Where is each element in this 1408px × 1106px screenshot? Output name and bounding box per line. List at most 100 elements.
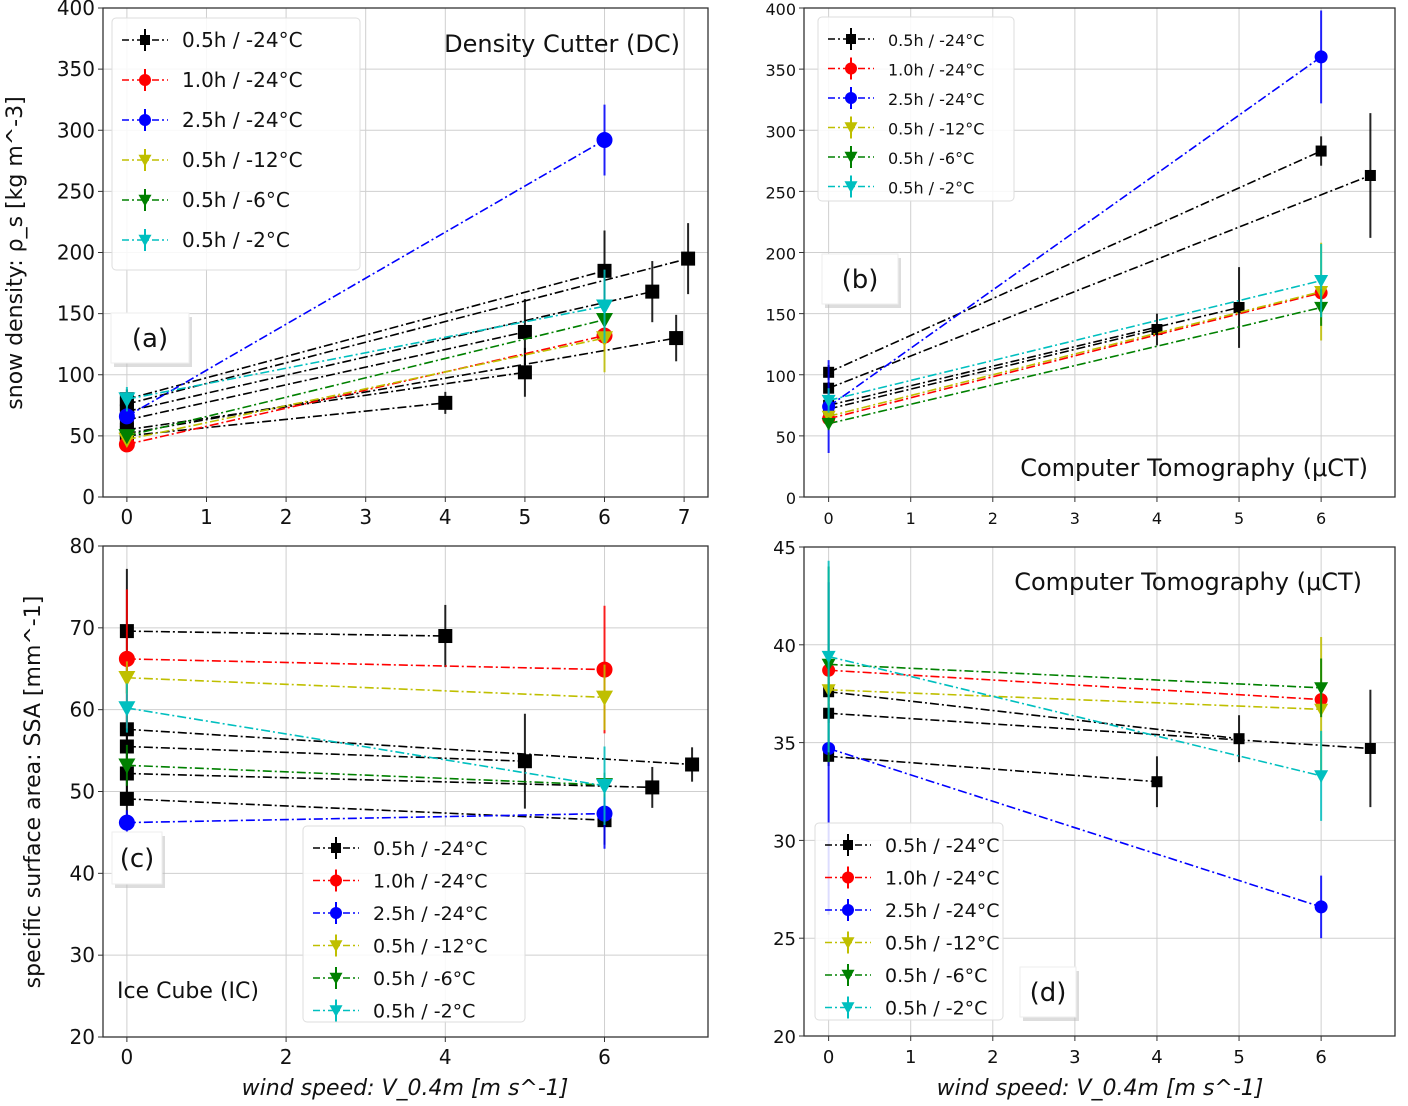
data-point	[118, 650, 135, 667]
legend-item: 1.0h / -24°C	[828, 57, 984, 80]
x-tick-label: 5	[1234, 509, 1244, 528]
legend-item: 2.5h / -24°C	[828, 87, 984, 109]
legend-label: 0.5h / -6°C	[182, 188, 290, 212]
y-tick-label: 25	[773, 929, 796, 950]
y-tick-label: 350	[57, 57, 95, 81]
data-point	[118, 670, 136, 687]
data-point	[1314, 900, 1328, 914]
legend-item: 0.5h / -24°C	[825, 834, 1000, 857]
x-tick-label: 5	[519, 505, 532, 529]
series-c2_05	[821, 560, 1329, 821]
data-point	[118, 701, 136, 717]
panel-b: 0 1 2 3 4 5 6 0 50 100 150 200 250 300 350 400 Computer …	[765, 0, 1396, 528]
legend-marker	[842, 871, 854, 884]
y-tick-label: 0	[786, 489, 796, 508]
legend-item: 2.5h / -24°C	[122, 108, 303, 132]
legend-item: 0.5h / -6°C	[122, 188, 290, 212]
data-point	[438, 629, 453, 644]
x-tick-label: 0	[824, 509, 834, 528]
data-point	[821, 418, 836, 431]
data-point	[118, 408, 135, 425]
data-point	[517, 754, 532, 769]
data-point	[438, 395, 453, 410]
panel-label-box	[821, 253, 899, 305]
x-axis-label-c: wind speed: V_0.4m [m s^-1]	[242, 1076, 569, 1101]
data-point	[1151, 324, 1163, 336]
y-tick-label: 250	[765, 183, 796, 202]
legend-box	[111, 17, 361, 271]
x-tick-label: 1	[906, 509, 916, 528]
legend-item: 0.5h / -6°C	[825, 964, 987, 987]
series-line	[126, 676, 605, 699]
legend-item: 0.5h / -2°C	[825, 996, 987, 1020]
legend-item: 1.0h / -24°C	[122, 68, 303, 92]
panel-a: 0 1 2 3 4 5 6 7 0 50 100 150 200 250 300 350 400 Density …	[57, 0, 709, 529]
series-k24_05	[823, 689, 1376, 808]
series-line	[828, 688, 1322, 711]
legend-label: 0.5h / -24°C	[373, 838, 488, 860]
series-c2_05	[821, 243, 1329, 413]
series-line	[126, 798, 605, 821]
legend-marker	[330, 874, 342, 887]
legend-item: 1.0h / -24°C	[313, 869, 488, 893]
y-tick-label: 50	[70, 780, 95, 804]
data-point	[1364, 742, 1376, 754]
legend-marker	[139, 114, 151, 126]
legend-marker	[138, 234, 152, 247]
y-tick-label: 100	[765, 367, 796, 386]
y-tick-label: 50	[70, 424, 95, 448]
legend-label: 0.5h / -24°C	[885, 835, 1000, 857]
legend-label: 2.5h / -24°C	[885, 900, 1000, 922]
legend-label: 2.5h / -24°C	[182, 108, 303, 132]
legend-marker	[331, 843, 341, 853]
legend-box	[814, 822, 1004, 1021]
method-annotation: Density Cutter (DC)	[444, 30, 680, 58]
x-tick-label: 6	[598, 505, 611, 529]
series-line	[828, 56, 1322, 408]
series-k24_05	[119, 713, 532, 809]
x-tick-label: 2	[988, 509, 998, 528]
series-line	[126, 764, 605, 786]
data-point	[517, 324, 532, 339]
method-annotation: Computer Tomography (μCT)	[1020, 454, 1368, 482]
y-tick-label: 45	[773, 538, 796, 559]
y-tick-label: 70	[70, 616, 95, 640]
series-line	[126, 707, 605, 787]
series-g6_05	[118, 744, 614, 798]
data-point	[821, 394, 836, 408]
legend-label: 1.0h / -24°C	[182, 68, 303, 92]
data-point	[1314, 682, 1329, 695]
legend-label: 2.5h / -24°C	[888, 90, 984, 109]
series-line	[126, 630, 446, 637]
y-axis-label-ssa: specific surface area: SSA [mm^-1]	[21, 596, 46, 989]
series-line	[126, 305, 605, 400]
x-tick-label: 7	[678, 505, 691, 529]
legend-marker	[844, 151, 858, 164]
series-line	[828, 150, 1322, 374]
data-point	[596, 299, 614, 315]
y-tick-label: 250	[57, 179, 95, 203]
legend-label: 0.5h / -2°C	[888, 179, 974, 198]
series-line	[126, 745, 525, 763]
legend-marker	[844, 122, 858, 134]
legend-marker	[841, 1002, 855, 1014]
legend-item: 0.5h / -12°C	[122, 148, 303, 172]
legend-label: 1.0h / -24°C	[888, 61, 984, 80]
legend-label: 0.5h / -12°C	[885, 933, 1000, 955]
x-axis-label-d: wind speed: V_0.4m [m s^-1]	[937, 1076, 1264, 1101]
data-point	[119, 791, 134, 806]
legend-marker	[843, 840, 853, 850]
series-line	[828, 669, 1322, 701]
axes-frame	[803, 546, 1396, 1037]
y-tick-label: 400	[57, 0, 95, 20]
series-line	[828, 712, 1371, 750]
series-line	[126, 270, 605, 400]
series-k24_05	[119, 704, 700, 782]
legend-label: 0.5h / -2°C	[182, 228, 290, 252]
data-point	[1364, 169, 1376, 181]
series-line	[126, 402, 446, 437]
y-tick-label: 80	[70, 534, 95, 558]
x-tick-label: 0	[823, 1047, 834, 1068]
series-line	[126, 812, 605, 824]
y-tick-label: 40	[773, 636, 796, 657]
